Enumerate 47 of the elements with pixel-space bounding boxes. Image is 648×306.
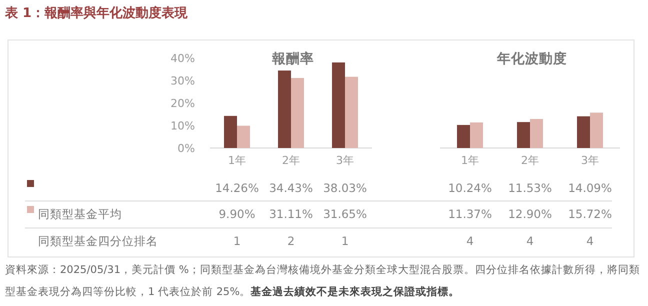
- data-label: 15.72%: [568, 207, 612, 221]
- data-label: 38.03%: [323, 181, 367, 195]
- data-label: 9.90%: [218, 207, 256, 221]
- bar: [470, 122, 483, 148]
- y-tick-label: 40%: [170, 52, 195, 65]
- data-label: 14.09%: [568, 181, 612, 195]
- data-label: 12.90%: [508, 207, 552, 221]
- y-tick-label: 30%: [170, 74, 195, 88]
- data-label: 31.65%: [323, 207, 367, 221]
- bar: [278, 70, 291, 148]
- x-tick-label: 2年: [521, 154, 539, 167]
- bar: [577, 116, 590, 148]
- text: 4: [466, 234, 474, 248]
- text: 表 1：報酬率與年化波動度表現: [4, 5, 189, 21]
- text: 同類型基金四分位排名: [38, 234, 158, 248]
- text: 4: [526, 234, 534, 248]
- data-label: 11.37%: [448, 207, 492, 221]
- data-label: 10.24%: [448, 181, 492, 195]
- bar: [457, 124, 470, 148]
- bar: [291, 78, 304, 148]
- data-label: 14.26%: [215, 181, 259, 195]
- source-note: 資料來源：2025/05/31，美元計價 %；同類型基金為台灣核備境外基金分類全球大型混合股票。四分位排名依據計數所得，將同類型基金表現分為四等份比較，1 代表位於前 25%。基金過去績效不是未來表現之保證或指標。: [5, 263, 641, 300]
- text: 2: [287, 234, 295, 248]
- y-tick-label: 10%: [170, 120, 195, 132]
- x-tick-label: 3年: [581, 154, 599, 167]
- y-tick-label: 0%: [178, 142, 195, 155]
- text: 4: [586, 234, 594, 248]
- y-tick-label: 20%: [170, 97, 195, 110]
- chart-title: 報酬率: [271, 50, 314, 67]
- chart-title: 年化波動度: [496, 50, 567, 67]
- data-label: 11.53%: [508, 181, 552, 195]
- bar: [345, 76, 358, 148]
- bar: [530, 118, 543, 148]
- text: 1: [341, 234, 349, 248]
- x-tick-label: 1年: [228, 154, 246, 167]
- x-tick-label: 3年: [336, 154, 354, 167]
- bar: [332, 62, 345, 148]
- x-tick-label: 2年: [282, 154, 300, 167]
- data-label: 34.43%: [269, 181, 313, 195]
- bar: [224, 116, 237, 148]
- data-label: 31.11%: [269, 207, 313, 221]
- bar: [590, 112, 603, 148]
- x-tick-label: 1年: [461, 154, 479, 167]
- bar: [517, 122, 530, 148]
- text: 1: [233, 234, 241, 248]
- legend-label: 同類型基金平均: [38, 207, 122, 221]
- bar: [237, 126, 250, 148]
